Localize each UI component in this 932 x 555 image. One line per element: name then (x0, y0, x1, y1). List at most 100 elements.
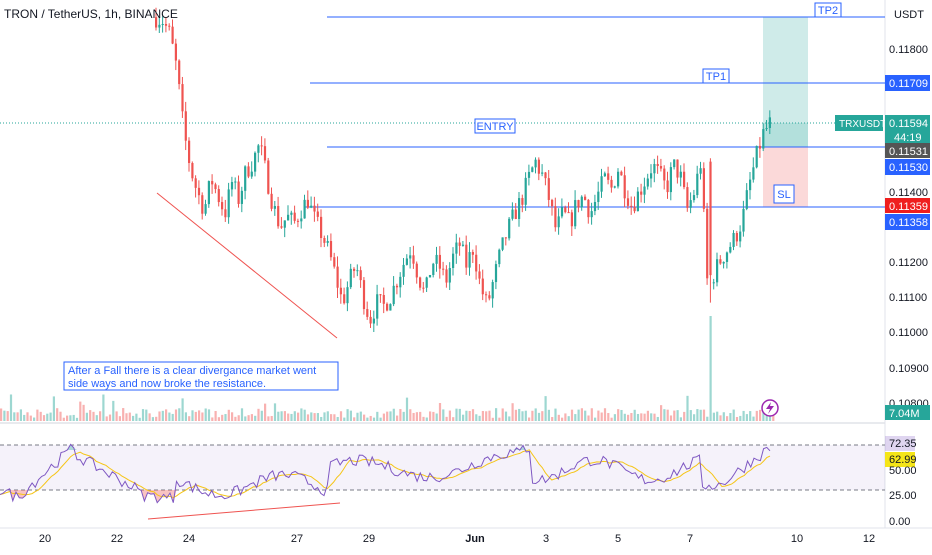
volume-bar (138, 417, 141, 421)
candle (465, 235, 468, 275)
volume-bar (683, 411, 686, 421)
volume-bar (699, 409, 702, 421)
volume-bar (577, 409, 580, 421)
volume-bar (181, 398, 184, 421)
annotation-box[interactable]: After a Fall there is a clear divergance… (63, 361, 339, 391)
candle (181, 76, 184, 118)
volume-bar (108, 414, 112, 421)
time-axis[interactable]: 20 22 24 27 29 Jun 3 5 7 10 12 (39, 533, 875, 545)
candle (346, 281, 349, 312)
candle (277, 196, 280, 229)
candle (722, 261, 725, 269)
candle (405, 254, 408, 266)
candle (438, 246, 441, 279)
entry-price-text: 0.11530 (889, 162, 928, 174)
volume-bar (316, 413, 319, 421)
time-label-27: 27 (291, 533, 303, 545)
volume-bar (26, 412, 29, 421)
sl-price-text: 0.11358 (889, 217, 928, 229)
candle (623, 166, 626, 208)
entry-gray-text: 0.11531 (889, 146, 928, 158)
candle (428, 274, 432, 278)
candle (455, 233, 458, 264)
sl-label[interactable]: SL (773, 184, 795, 204)
candle (709, 158, 712, 303)
volume-bar (231, 412, 234, 421)
volume-bar (372, 417, 376, 421)
volume-bar (158, 411, 161, 421)
volume-bar (617, 409, 620, 421)
volume-bar (749, 411, 752, 421)
volume-bar (580, 408, 583, 421)
volume-bar (267, 416, 270, 421)
lightning-icon[interactable] (761, 399, 779, 417)
candle (547, 169, 550, 207)
candle (356, 264, 359, 277)
candle (359, 266, 362, 288)
candle (758, 137, 762, 158)
volume-bar (49, 412, 52, 421)
volume-bar (458, 408, 461, 421)
tp2-label[interactable]: TP2 (814, 2, 842, 18)
candle (184, 101, 187, 151)
volume-bar (227, 409, 230, 421)
candle (369, 310, 372, 328)
volume-bar (696, 409, 699, 421)
last-price-text: 0.11594 (889, 118, 928, 130)
candle (399, 272, 402, 298)
volume-bar (250, 414, 253, 421)
candle (230, 176, 234, 197)
candle (188, 137, 191, 172)
candle (768, 110, 771, 135)
volume-bar (214, 411, 217, 421)
volume-bar (547, 409, 550, 421)
candle (755, 145, 758, 169)
volume-bar (481, 410, 484, 421)
price-tick-11100: 0.11100 (889, 292, 927, 304)
volume-bar (412, 412, 415, 421)
volume-bar (425, 417, 428, 421)
entry-label[interactable]: ENTRY (474, 118, 516, 134)
volume-bar (273, 403, 277, 421)
candle (725, 251, 729, 269)
volume-bar (693, 414, 696, 421)
volume-bar (528, 417, 531, 421)
volume-bar (438, 402, 442, 421)
volume-bar (297, 412, 300, 421)
candle (531, 166, 534, 173)
volume-bar (201, 412, 204, 421)
volume-bar (122, 408, 125, 421)
rsi-trendline[interactable] (147, 502, 341, 520)
candle (409, 246, 412, 269)
candle (392, 276, 395, 307)
volume-bar (280, 411, 283, 421)
candle (178, 59, 181, 90)
annotation-line-1: After a Fall there is a clear divergance… (68, 365, 316, 377)
candle (491, 279, 494, 308)
volume-bar (584, 410, 587, 421)
volume-bar (151, 417, 154, 421)
candle (168, 23, 171, 31)
candle (636, 187, 639, 212)
price-axis[interactable]: USDT 0.11800 0.11400 0.11200 0.11100 0.1… (835, 9, 930, 528)
volume-bar (9, 394, 13, 421)
volume-bar (333, 414, 336, 421)
price-tick-10900: 0.10900 (889, 363, 929, 375)
volume-bar (72, 414, 75, 421)
volume-bar (184, 412, 187, 421)
volume-bar (171, 413, 174, 421)
sl-price-tag (885, 214, 930, 230)
volume-bar (89, 410, 92, 421)
volume-bar (257, 408, 260, 421)
price-trendline[interactable] (156, 192, 338, 339)
volume-bar (594, 417, 597, 421)
symbol-badge (835, 115, 883, 131)
volume-bar (636, 413, 640, 421)
volume-bar (313, 413, 316, 421)
rsi-ma-text: 62.99 (889, 454, 917, 466)
candle (257, 143, 260, 163)
volume-bar (254, 415, 257, 421)
candle (320, 209, 323, 248)
tp1-label[interactable]: TP1 (702, 68, 730, 84)
volume-bar (379, 417, 382, 421)
